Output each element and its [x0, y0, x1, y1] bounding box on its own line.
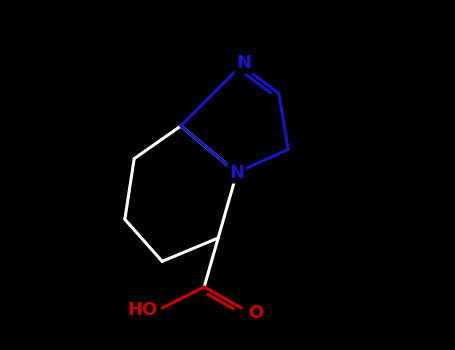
Text: O: O — [248, 304, 264, 322]
Text: HO: HO — [127, 301, 157, 319]
Text: N: N — [236, 54, 251, 72]
Text: N: N — [229, 164, 244, 182]
